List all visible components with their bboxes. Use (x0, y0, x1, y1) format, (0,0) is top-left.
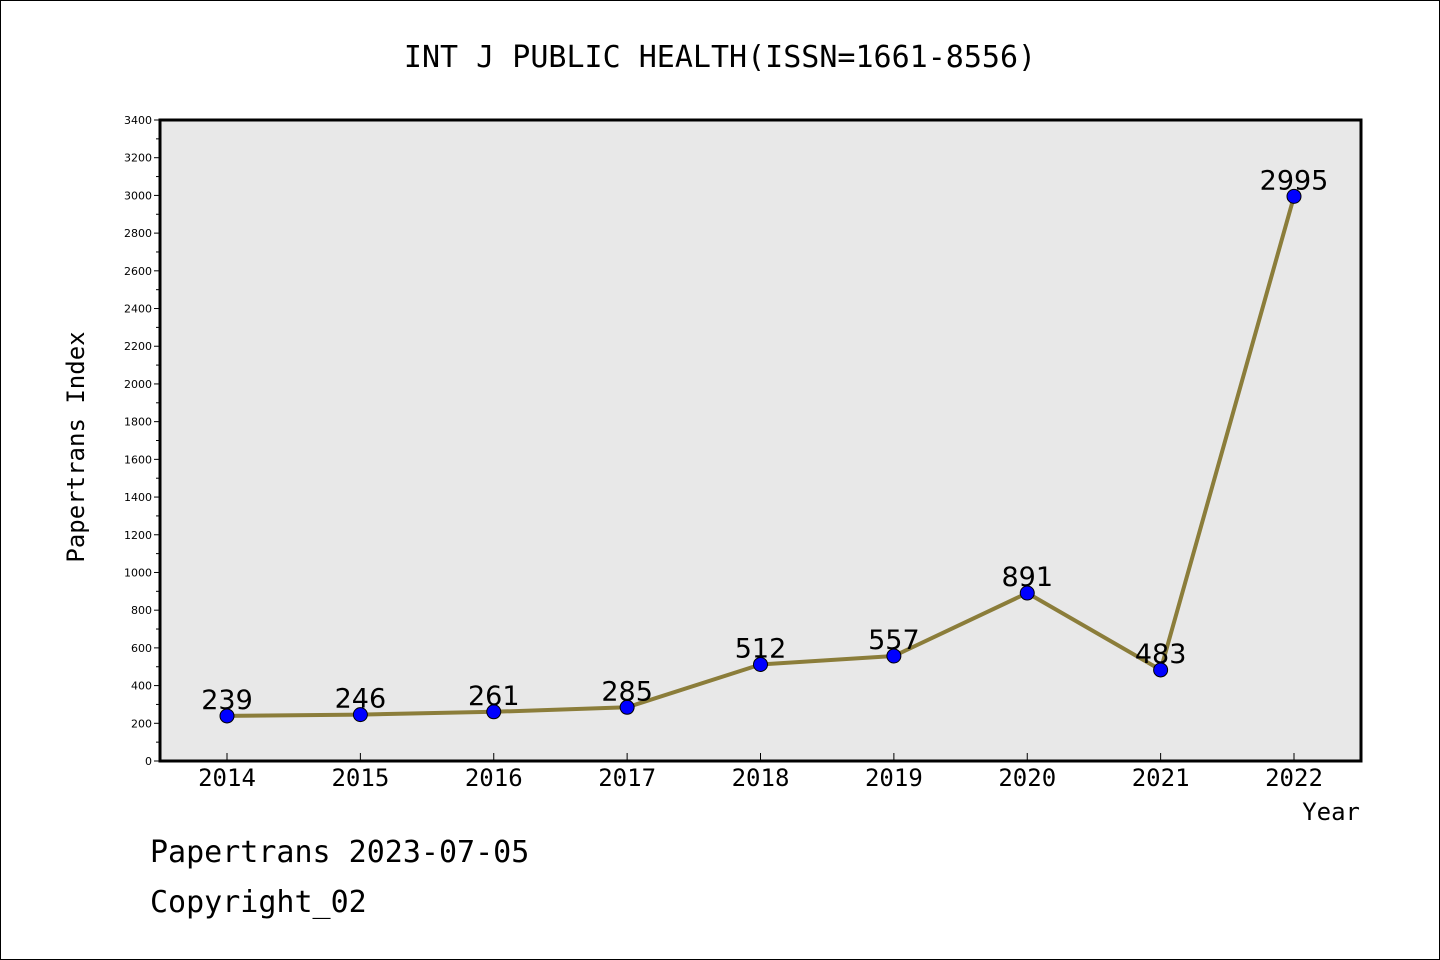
y-axis: 0 200 400 600 800 1000 1200 1400 1600 1800 2000 220… (124, 114, 160, 768)
plot-border (158, 118, 1363, 763)
data-label-2022: 2995 (1260, 165, 1329, 196)
data-label-2015: 246 (335, 684, 387, 715)
data-label-2021: 483 (1135, 639, 1187, 670)
data-point-2019 (886, 648, 902, 664)
x-tick-label: 2022 (1265, 764, 1323, 792)
data-label-2017: 285 (601, 676, 653, 707)
x-tick-label: 2021 (1132, 764, 1190, 792)
data-point-2017 (619, 699, 635, 715)
y-tick-label: 2200 (124, 340, 152, 353)
y-tick-label: 200 (131, 717, 152, 730)
y-tick-label: 1200 (124, 529, 152, 542)
x-tick-label: 2018 (732, 764, 790, 792)
data-markers (219, 188, 1302, 724)
data-label-2020: 891 (1001, 562, 1053, 593)
data-label-2016: 261 (468, 681, 520, 712)
y-tick-label: 600 (131, 642, 152, 655)
data-label-2019: 557 (868, 625, 920, 656)
y-tick-label: 1800 (124, 416, 152, 429)
y-tick-label: 3200 (124, 152, 152, 165)
x-axis-label: Year (1302, 798, 1360, 826)
plot-area (160, 120, 1361, 761)
data-point-2018 (753, 656, 768, 672)
data-label-2018: 512 (735, 633, 787, 664)
y-tick-label: 2400 (124, 303, 152, 316)
x-tick-label: 2019 (865, 764, 923, 792)
data-point-2022 (1286, 188, 1302, 204)
x-axis: 2014 2015 2016 2017 2018 2019 2020 2021 2022 (198, 753, 1323, 792)
copyright-note: Copyright_02 (150, 885, 367, 920)
y-tick-label: 400 (131, 680, 152, 693)
x-tick-label: 2020 (998, 764, 1056, 792)
x-tick-label: 2016 (465, 764, 523, 792)
data-point-2016 (486, 704, 502, 720)
y-tick-label: 2800 (124, 227, 152, 240)
x-tick-label: 2015 (331, 764, 389, 792)
y-tick-label: 2000 (124, 378, 152, 391)
data-label-2014: 239 (201, 685, 253, 716)
y-tick-label: 3400 (124, 114, 152, 127)
data-point-2020 (1019, 585, 1035, 601)
y-tick-label: 800 (131, 604, 152, 617)
source-note: Papertrans 2023-07-05 (150, 835, 530, 870)
chart-title: INT J PUBLIC HEALTH(ISSN=1661-8556) (404, 40, 1036, 75)
x-tick-label: 2017 (598, 764, 656, 792)
y-tick-label: 3000 (124, 189, 152, 202)
y-tick-label: 1000 (124, 566, 152, 579)
y-tick-label: 2600 (124, 265, 152, 278)
data-point-2015 (352, 707, 368, 723)
data-point-2014 (219, 708, 235, 724)
data-labels: 239 246 261 285 512 557 891 483 2995 (201, 165, 1328, 716)
y-tick-label: 0 (145, 755, 152, 768)
y-axis-label: Papertrans Index (62, 331, 90, 562)
y-tick-label: 1400 (124, 491, 152, 504)
data-point-2021 (1153, 662, 1169, 678)
x-tick-label: 2014 (198, 764, 256, 792)
y-tick-label: 1600 (124, 453, 152, 466)
